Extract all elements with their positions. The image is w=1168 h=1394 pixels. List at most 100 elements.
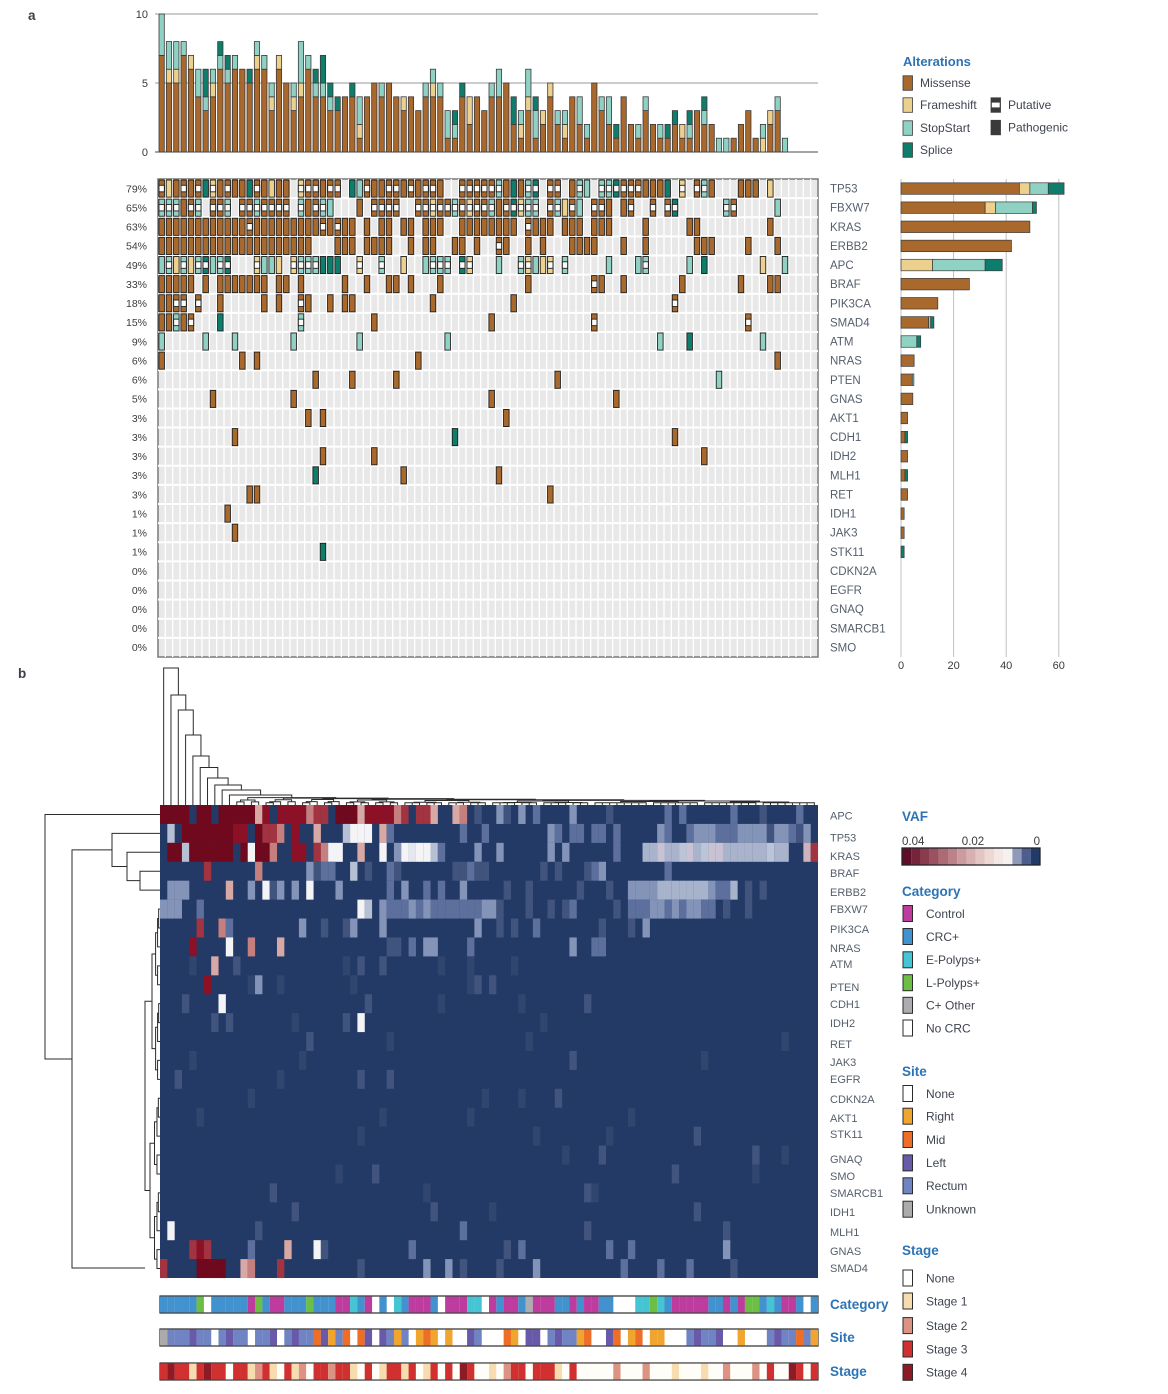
svg-text:63%: 63% — [126, 222, 147, 234]
svg-text:Site: Site — [902, 1064, 927, 1079]
svg-text:Left: Left — [926, 1156, 947, 1170]
svg-text:SMO: SMO — [830, 1171, 856, 1183]
svg-text:BRAF: BRAF — [830, 279, 861, 291]
svg-text:1%: 1% — [132, 547, 147, 559]
svg-text:NRAS: NRAS — [830, 356, 862, 368]
svg-text:STK11: STK11 — [830, 547, 864, 559]
svg-text:AKT1: AKT1 — [830, 1113, 858, 1125]
svg-text:JAK3: JAK3 — [830, 1057, 856, 1069]
svg-text:54%: 54% — [126, 241, 147, 253]
svg-text:PTEN: PTEN — [830, 375, 861, 387]
svg-text:Missense: Missense — [920, 76, 971, 90]
svg-text:3%: 3% — [132, 470, 147, 482]
svg-text:CDH1: CDH1 — [830, 432, 861, 444]
svg-text:AKT1: AKT1 — [830, 413, 859, 425]
svg-text:3%: 3% — [132, 432, 147, 444]
svg-text:FBXW7: FBXW7 — [830, 203, 870, 215]
svg-text:49%: 49% — [126, 260, 147, 272]
svg-text:TP53: TP53 — [830, 184, 858, 196]
svg-text:SMARCB1: SMARCB1 — [830, 623, 886, 635]
svg-text:Rectum: Rectum — [926, 1179, 967, 1193]
svg-text:ATM: ATM — [830, 959, 852, 971]
svg-text:33%: 33% — [126, 279, 147, 291]
svg-text:15%: 15% — [126, 317, 147, 329]
svg-text:Site: Site — [830, 1330, 855, 1345]
svg-text:GNAS: GNAS — [830, 394, 863, 406]
svg-text:Alterations: Alterations — [903, 54, 971, 69]
svg-text:60: 60 — [1053, 660, 1065, 672]
svg-text:Unknown: Unknown — [926, 1203, 976, 1217]
svg-text:KRAS: KRAS — [830, 851, 860, 863]
svg-text:Control: Control — [926, 907, 965, 921]
svg-text:None: None — [926, 1087, 955, 1101]
svg-text:Stage 4: Stage 4 — [926, 1366, 968, 1380]
svg-text:SMAD4: SMAD4 — [830, 317, 870, 329]
svg-text:STK11: STK11 — [830, 1129, 863, 1141]
svg-text:10: 10 — [136, 9, 148, 21]
svg-text:0%: 0% — [132, 642, 147, 654]
svg-text:3%: 3% — [132, 413, 147, 425]
svg-text:APC: APC — [830, 260, 854, 272]
svg-text:L-Polyps+: L-Polyps+ — [926, 976, 980, 990]
svg-text:a: a — [28, 8, 36, 23]
svg-text:PIK3CA: PIK3CA — [830, 298, 871, 310]
svg-text:MLH1: MLH1 — [830, 1227, 859, 1239]
svg-text:40: 40 — [1000, 660, 1012, 672]
svg-text:Stage: Stage — [830, 1364, 867, 1379]
svg-text:Category: Category — [830, 1297, 889, 1312]
svg-text:JAK3: JAK3 — [830, 528, 858, 540]
svg-text:65%: 65% — [126, 203, 147, 215]
svg-text:CDKN2A: CDKN2A — [830, 1094, 875, 1106]
svg-text:Stage 3: Stage 3 — [926, 1342, 968, 1356]
svg-text:GNAQ: GNAQ — [830, 1154, 863, 1166]
svg-text:Frameshift: Frameshift — [920, 98, 977, 112]
svg-text:3%: 3% — [132, 489, 147, 501]
svg-text:0: 0 — [142, 147, 148, 159]
svg-text:0%: 0% — [132, 585, 147, 597]
svg-text:5%: 5% — [132, 394, 147, 406]
svg-text:IDH1: IDH1 — [830, 509, 856, 521]
svg-text:PTEN: PTEN — [830, 982, 859, 994]
svg-text:ERBB2: ERBB2 — [830, 887, 866, 899]
svg-text:Splice: Splice — [920, 143, 953, 157]
svg-text:NRAS: NRAS — [830, 943, 861, 955]
svg-text:20: 20 — [947, 660, 959, 672]
svg-text:FBXW7: FBXW7 — [830, 904, 868, 916]
svg-text:APC: APC — [830, 810, 853, 822]
svg-text:TP53: TP53 — [830, 832, 856, 844]
svg-text:1%: 1% — [132, 528, 147, 540]
svg-text:0.04: 0.04 — [902, 836, 925, 848]
svg-text:ERBB2: ERBB2 — [830, 241, 868, 253]
svg-text:IDH2: IDH2 — [830, 1018, 855, 1030]
svg-text:Mid: Mid — [926, 1133, 945, 1147]
svg-text:StopStart: StopStart — [920, 121, 971, 135]
svg-text:CRC+: CRC+ — [926, 930, 959, 944]
svg-text:0.02: 0.02 — [962, 836, 984, 848]
svg-text:EGFR: EGFR — [830, 585, 862, 597]
svg-text:RET: RET — [830, 490, 853, 502]
svg-text:79%: 79% — [126, 183, 147, 195]
svg-text:BRAF: BRAF — [830, 868, 860, 880]
svg-text:Stage: Stage — [902, 1243, 939, 1258]
svg-text:18%: 18% — [126, 298, 147, 310]
svg-text:0%: 0% — [132, 566, 147, 578]
svg-text:0%: 0% — [132, 604, 147, 616]
svg-text:PIK3CA: PIK3CA — [830, 924, 870, 936]
svg-text:IDH1: IDH1 — [830, 1207, 855, 1219]
svg-text:CDH1: CDH1 — [830, 999, 860, 1011]
svg-text:GNAQ: GNAQ — [830, 604, 864, 616]
svg-text:9%: 9% — [132, 336, 147, 348]
svg-text:Stage 1: Stage 1 — [926, 1294, 968, 1308]
svg-text:6%: 6% — [132, 355, 147, 367]
svg-text:3%: 3% — [132, 451, 147, 463]
svg-text:CDKN2A: CDKN2A — [830, 566, 877, 578]
svg-text:b: b — [18, 666, 26, 681]
svg-text:IDH2: IDH2 — [830, 451, 856, 463]
svg-text:E-Polyps+: E-Polyps+ — [926, 953, 981, 967]
svg-text:1%: 1% — [132, 508, 147, 520]
svg-text:SMO: SMO — [830, 642, 856, 654]
svg-text:C+ Other: C+ Other — [926, 999, 975, 1013]
svg-text:MLH1: MLH1 — [830, 470, 861, 482]
svg-text:0: 0 — [1034, 836, 1040, 848]
svg-text:SMARCB1: SMARCB1 — [830, 1188, 883, 1200]
